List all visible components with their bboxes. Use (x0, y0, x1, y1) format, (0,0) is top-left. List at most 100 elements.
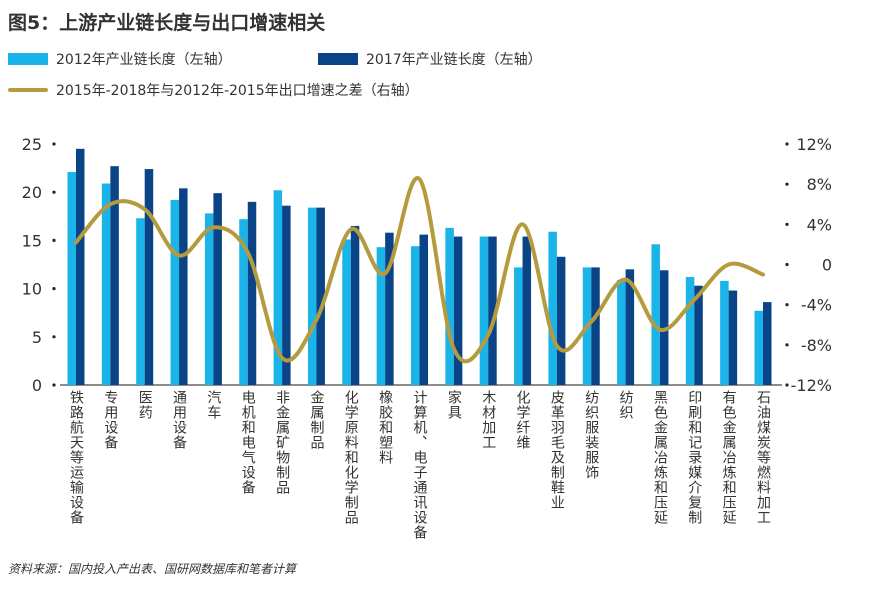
left-tick-label: 25 (22, 135, 42, 154)
bar-2012 (411, 246, 420, 385)
x-tick-label: 橡胶和塑料 (377, 390, 393, 465)
bar-2012 (307, 207, 317, 385)
left-tick-dot (52, 335, 56, 339)
legend-label: 2012年产业链长度（左轴） (56, 52, 232, 68)
x-tick-label: 电机和电气设备 (240, 390, 256, 495)
bar-2017 (625, 269, 635, 385)
bar-2017 (453, 236, 463, 385)
bar-2017 (694, 285, 703, 385)
bar-2012 (445, 227, 454, 385)
bar-2017 (282, 205, 291, 385)
right-tick-label: 12% (796, 135, 832, 154)
right-tick-dot (785, 142, 789, 146)
bar-2017 (556, 256, 566, 385)
legend-item-2017: 2017年产业链长度（左轴） (318, 49, 542, 69)
bar-2012 (239, 219, 248, 385)
bar-2012 (204, 213, 214, 385)
right-tick-dot (785, 182, 789, 186)
right-tick-label: -4% (801, 296, 832, 315)
left-tick-dot (52, 383, 56, 387)
bar-2017 (316, 207, 325, 385)
legend-label: 2017年产业链长度（左轴） (366, 52, 542, 68)
x-tick-label: 木材加工 (480, 390, 496, 450)
growth-diff-line (74, 176, 765, 364)
bar-2012 (136, 218, 145, 385)
x-tick-label: 化学纤维 (515, 390, 531, 450)
left-tick-label: 5 (32, 328, 42, 347)
right-tick-label: -12% (791, 376, 832, 395)
x-tick-label: 医药 (137, 390, 153, 420)
right-tick-label: 8% (807, 175, 832, 194)
bar-2012 (514, 267, 523, 385)
bar-2012 (651, 244, 660, 385)
bar-2017 (247, 201, 257, 385)
right-tick-dot (785, 383, 789, 387)
x-tick-label: 纺织 (618, 390, 634, 420)
bar-2017 (591, 267, 600, 385)
right-tick-dot (785, 343, 789, 347)
x-tick-label: 石油煤炭等燃料加工 (755, 390, 771, 525)
legend-swatch (8, 53, 48, 65)
bar-2012 (754, 310, 763, 385)
left-tick-label: 15 (22, 231, 42, 250)
x-tick-label: 家具 (446, 389, 462, 420)
bar-2017 (659, 270, 669, 385)
left-tick-label: 0 (32, 376, 42, 395)
bar-2012 (273, 190, 283, 385)
bar-2017 (350, 225, 360, 385)
bar-2017 (419, 234, 428, 385)
left-tick-dot (52, 287, 56, 291)
bar-2017 (179, 188, 188, 385)
right-tick-dot (785, 222, 789, 226)
legend-label: 2015年-2018年与2012年-2015年出口增速之差（右轴） (56, 83, 419, 99)
legend-swatch (318, 53, 358, 65)
bar-2012 (101, 183, 111, 385)
bar-2012 (617, 279, 626, 385)
bar-2012 (720, 280, 729, 385)
bar-2012 (376, 247, 386, 385)
right-tick-label: -8% (801, 336, 832, 355)
legend-item-2012: 2012年产业链长度（左轴） (8, 49, 232, 69)
left-tick-label: 20 (22, 183, 42, 202)
bar-2017 (763, 302, 772, 385)
left-tick-dot (52, 238, 56, 242)
bar-2017 (76, 148, 85, 385)
source-note: 资料来源：国内投入产出表、国研网数据库和笔者计算 (8, 562, 297, 576)
left-tick-dot (52, 190, 56, 194)
x-tick-label: 计算机、电子通讯设备 (412, 390, 428, 540)
bar-2017 (144, 169, 154, 385)
bar-2017 (213, 193, 222, 385)
x-tick-label: 汽车 (205, 390, 221, 420)
bar-2017 (522, 236, 532, 385)
right-tick-dot (785, 262, 789, 267)
x-tick-label: 专用设备 (102, 390, 118, 450)
bar-2012 (67, 171, 76, 385)
bar-2012 (170, 199, 180, 385)
x-tick-label: 金属制品 (308, 390, 324, 450)
x-tick-label: 有色金属冶炼和压延 (721, 390, 737, 525)
x-tick-label: 皮革羽毛及制鞋业 (549, 390, 565, 510)
right-tick-dot (785, 303, 789, 307)
x-tick-label: 黑色金属冶炼和压延 (652, 390, 668, 525)
bar-2017 (385, 232, 394, 385)
right-tick-label: 0 (822, 256, 832, 275)
x-tick-label: 铁路航天等运输设备 (68, 390, 84, 525)
bar-2012 (479, 236, 489, 385)
x-tick-label: 印刷和记录媒介复制 (686, 390, 702, 525)
left-tick-label: 10 (22, 280, 42, 299)
chart-title: 图5：上游产业链长度与出口增速相关 (8, 12, 326, 34)
x-tick-label: 纺织服装服饰 (583, 390, 599, 480)
bar-2012 (342, 239, 351, 385)
left-tick-dot (52, 142, 56, 146)
x-tick-label: 非金属矿物制品 (274, 390, 290, 495)
bar-2012 (685, 277, 695, 385)
bar-2012 (548, 231, 557, 385)
x-tick-label: 通用设备 (171, 390, 187, 450)
bar-2017 (728, 290, 738, 385)
x-tick-label: 化学原料和化学制品 (343, 390, 359, 525)
bar-2017 (110, 166, 119, 385)
legend-item-growth: 2015年-2018年与2012年-2015年出口增速之差（右轴） (8, 80, 419, 100)
legend-swatch (8, 88, 48, 92)
